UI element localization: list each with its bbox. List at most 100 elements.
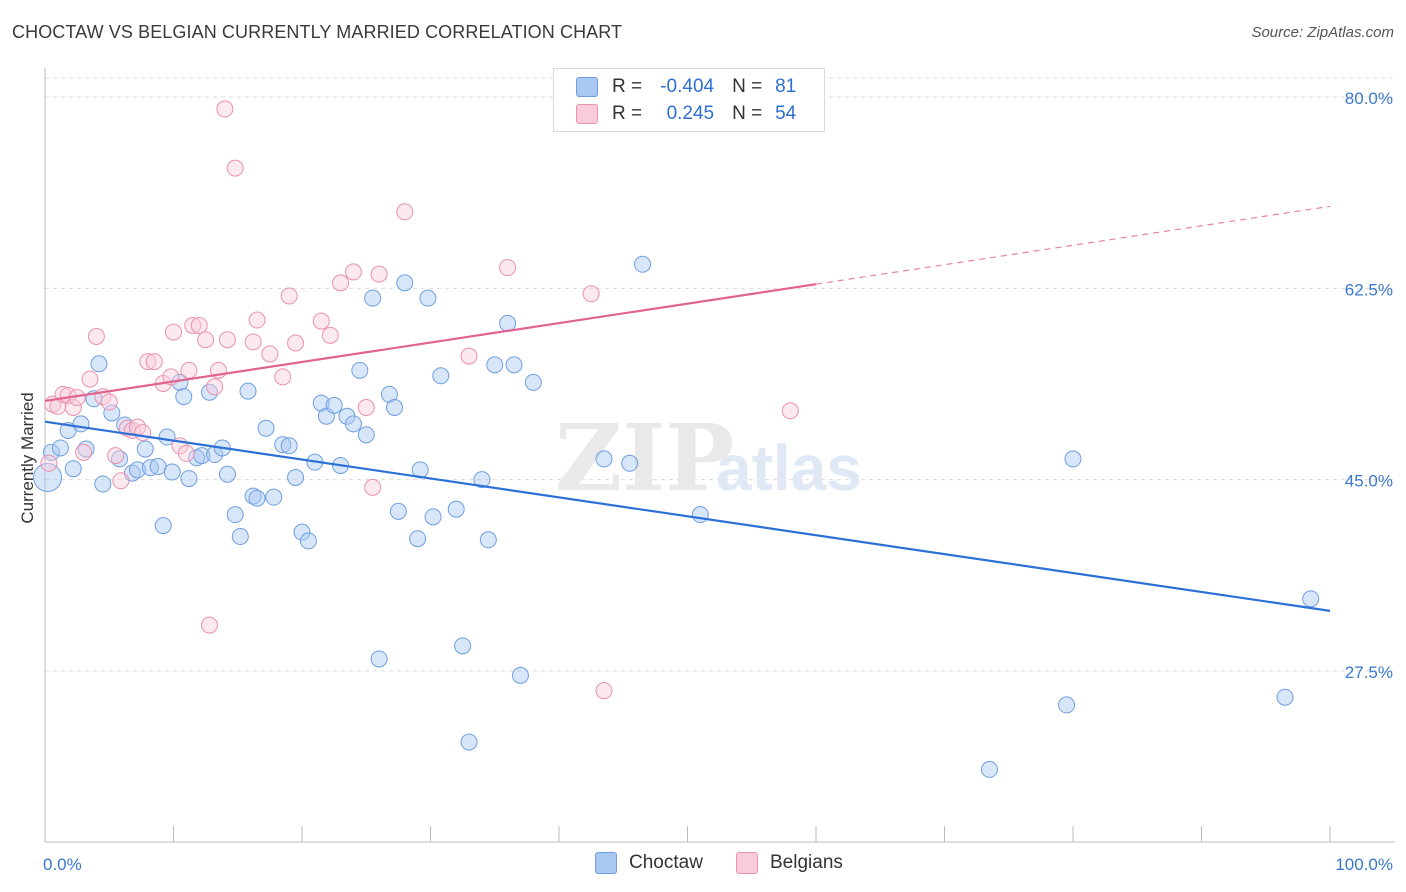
y-tick-label: 80.0% xyxy=(1345,89,1393,108)
trend-lines xyxy=(44,205,1331,612)
belgians-swatch xyxy=(736,852,758,874)
y-tick-label: 62.5% xyxy=(1345,280,1393,299)
x-tick-label: 0.0% xyxy=(43,855,82,874)
choctaw-point xyxy=(1064,450,1082,468)
belgian-point xyxy=(190,317,208,335)
correlation-legend: R = -0.404 N = 81 R = 0.245 N = 54 xyxy=(553,68,825,132)
belgian-points xyxy=(40,100,799,700)
choctaw-point xyxy=(163,463,181,481)
belgian-point xyxy=(321,326,339,344)
belgian-point xyxy=(364,478,382,496)
choctaw-n-value: 81 xyxy=(775,76,797,97)
choctaw-point xyxy=(409,530,427,548)
choctaw-point xyxy=(299,532,317,550)
belgian-point xyxy=(280,287,298,305)
choctaw-point xyxy=(505,356,523,374)
choctaw-point xyxy=(389,502,407,520)
choctaw-point xyxy=(149,458,167,476)
belgian-point xyxy=(312,312,330,330)
axes xyxy=(44,68,1395,843)
legend-item-belgians[interactable]: Belgians xyxy=(736,852,843,874)
belgian-point xyxy=(226,159,244,177)
choctaw-point xyxy=(72,415,90,433)
belgian-point xyxy=(332,274,350,292)
belgian-point xyxy=(165,323,182,341)
choctaw-point xyxy=(380,385,398,403)
choctaw-point xyxy=(280,437,298,455)
belgian-point xyxy=(40,454,58,472)
belgian-point xyxy=(344,263,362,281)
choctaw-point xyxy=(218,465,236,483)
choctaw-point xyxy=(180,470,198,488)
choctaw-point xyxy=(691,506,709,524)
legend-row-belgians: R = 0.245 N = 54 xyxy=(576,102,796,126)
choctaw-point xyxy=(287,468,305,486)
x-tick-label: 100.0% xyxy=(1335,855,1393,874)
choctaw-point xyxy=(621,454,639,472)
choctaw-point xyxy=(274,436,292,454)
choctaw-point xyxy=(479,531,497,549)
choctaw-point xyxy=(42,443,60,461)
choctaw-point xyxy=(357,426,375,444)
belgian-point xyxy=(139,353,157,371)
choctaw-point xyxy=(473,471,491,489)
choctaw-point xyxy=(460,733,478,751)
gridlines xyxy=(45,77,1395,672)
r-label: R = xyxy=(612,103,643,124)
watermark-atlas: atlas xyxy=(716,432,862,504)
choctaw-point xyxy=(1302,590,1320,608)
choctaw-point xyxy=(1276,688,1294,706)
choctaw-point xyxy=(175,388,193,406)
choctaw-point xyxy=(103,404,121,422)
source-label: Source: ZipAtlas.com xyxy=(1251,24,1394,41)
choctaw-point xyxy=(344,415,362,433)
n-label: N = xyxy=(732,103,763,124)
choctaw-point xyxy=(265,488,283,506)
legend-label-choctaw: Choctaw xyxy=(629,852,703,873)
belgian-point xyxy=(370,265,388,283)
belgian-point xyxy=(218,331,236,349)
choctaw-point xyxy=(325,396,343,414)
choctaw-point xyxy=(51,439,69,457)
choctaw-r-value: -0.404 xyxy=(660,76,715,97)
y-tick-label: 45.0% xyxy=(1345,472,1393,491)
choctaw-point xyxy=(293,523,311,541)
choctaw-point xyxy=(386,399,404,417)
choctaw-point xyxy=(499,314,517,332)
legend-label-belgians: Belgians xyxy=(770,852,843,873)
choctaw-point xyxy=(226,506,244,524)
choctaw-point xyxy=(419,289,437,307)
belgian-point xyxy=(145,353,163,371)
belgian-point xyxy=(206,378,224,396)
choctaw-point xyxy=(33,462,63,492)
belgian-point xyxy=(200,616,218,634)
choctaw-point xyxy=(595,450,613,468)
belgian-point xyxy=(216,100,234,118)
y-tick-label: 27.5% xyxy=(1345,663,1393,682)
belgian-point xyxy=(244,333,262,351)
choctaw-point xyxy=(454,637,472,655)
belgian-point xyxy=(460,347,478,365)
choctaw-point xyxy=(94,475,112,493)
belgian-point xyxy=(499,259,517,277)
choctaw-point xyxy=(90,355,108,373)
belgian-trend-line xyxy=(44,283,817,403)
belgian-point xyxy=(87,327,105,345)
legend-item-choctaw[interactable]: Choctaw xyxy=(595,852,703,874)
belgian-trend-extension xyxy=(815,205,1331,285)
choctaw-point xyxy=(447,500,465,518)
choctaw-point xyxy=(634,255,652,273)
belgian-point xyxy=(64,399,82,417)
choctaw-point xyxy=(432,367,450,385)
choctaw-swatch xyxy=(576,77,598,97)
belgian-point xyxy=(180,361,198,379)
choctaw-swatch xyxy=(595,852,617,874)
n-label: N = xyxy=(732,76,763,97)
choctaw-point xyxy=(312,394,330,412)
belgian-point xyxy=(177,444,195,462)
chart-title: CHOCTAW VS BELGIAN CURRENTLY MARRIED COR… xyxy=(12,22,623,42)
choctaw-point xyxy=(351,361,369,379)
choctaw-points xyxy=(33,255,1320,778)
legend-row-choctaw: R = -0.404 N = 81 xyxy=(576,75,796,99)
